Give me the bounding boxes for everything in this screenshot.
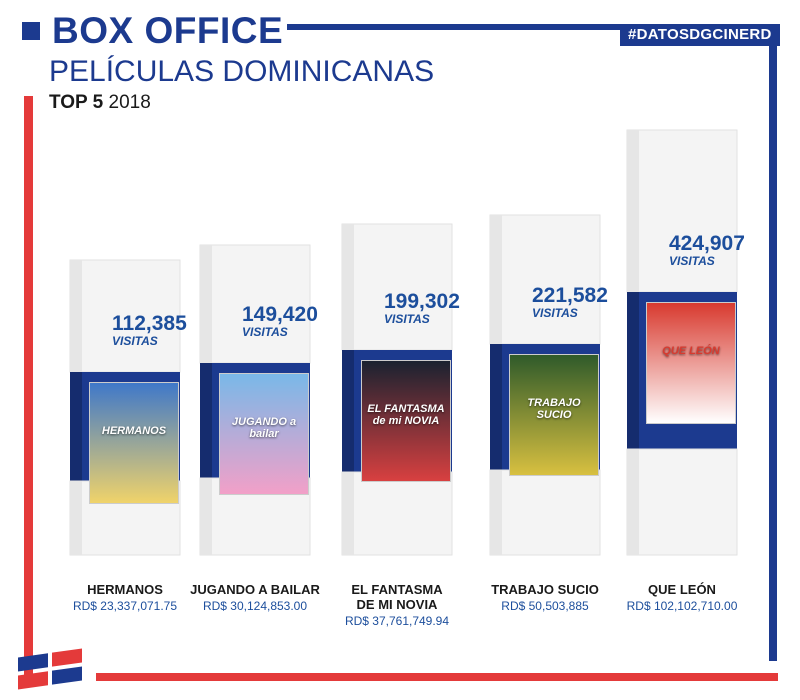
visits-unit: VISITAS [532, 306, 578, 320]
pillar-shade [627, 130, 639, 292]
visits-number: 199,302 [384, 290, 460, 313]
poster-title: JUGANDO a bailar [231, 416, 297, 440]
poster-title: HERMANOS [101, 425, 167, 437]
movie-title-line: JUGANDO A BAILAR [190, 582, 320, 597]
visits-number: 112,385 [112, 312, 187, 335]
pillar-shade [342, 224, 354, 350]
movie-poster-1: JUGANDO a bailar [219, 373, 309, 495]
pillar-shade [70, 372, 82, 481]
frame-top-line [287, 24, 777, 30]
movie-title-line: HERMANOS [87, 582, 163, 597]
movie-poster-3: TRABAJO SUCIO [509, 354, 599, 476]
corner-square [22, 22, 40, 40]
dominican-flag-icon [18, 648, 82, 690]
frame-right-line [769, 24, 777, 661]
visits-unit: VISITAS [112, 334, 158, 348]
movie-poster-4: QUE LEÓN [646, 302, 736, 424]
revenue-0: RD$ 23,337,071.75 [72, 599, 178, 613]
pillar-shade [200, 478, 212, 555]
visits-unit: VISITAS [242, 325, 288, 339]
movie-title-0: HERMANOS [50, 582, 200, 597]
page-subtitle: PELÍCULAS DOMINICANAS [49, 55, 435, 88]
visits-value-3: 221,582 VISITAS [532, 284, 608, 320]
pillar-shade [70, 260, 82, 372]
visits-value-1: 149,420 VISITAS [242, 303, 318, 339]
pillar-shade [200, 245, 212, 363]
visits-value-0: 112,385 VISITAS [112, 312, 187, 348]
pillar-top-segment [341, 223, 453, 351]
pillar-shade [200, 363, 212, 478]
revenue-2: RD$ 37,761,749.94 [344, 614, 450, 628]
movie-title-line: QUE LEÓN [648, 582, 716, 597]
visits-value-4: 424,907 VISITAS [669, 232, 745, 268]
pillar-shade [342, 472, 354, 555]
visits-value-2: 199,302 VISITAS [384, 290, 460, 326]
hashtag-badge: #DATOSDGCINERD [620, 24, 780, 46]
pillar-base-segment [489, 469, 601, 556]
movie-title-3: TRABAJO SUCIO [470, 582, 620, 597]
year-label: 2018 [108, 92, 151, 113]
poster-title: TRABAJO SUCIO [527, 397, 581, 421]
movie-title-line: TRABAJO SUCIO [491, 582, 599, 597]
pillar-top-segment [489, 214, 601, 345]
pillar-base-segment [626, 448, 738, 556]
top-label: TOP 5 [49, 92, 104, 113]
revenue-1: RD$ 30,124,853.00 [202, 599, 308, 613]
movie-title-line: EL FANTASMA [351, 582, 443, 597]
pillar-shade [490, 344, 502, 470]
ranking-label: TOP 5 2018 [49, 92, 151, 114]
movie-title-line: DE MI NOVIA [356, 597, 438, 612]
revenue-3: RD$ 50,503,885 [501, 599, 589, 613]
movie-poster-0: HERMANOS [89, 382, 179, 504]
visits-unit: VISITAS [384, 312, 430, 326]
visits-number: 424,907 [669, 232, 745, 255]
movie-title-2: EL FANTASMA DE MI NOVIA [322, 582, 472, 612]
pillar-shade [627, 449, 639, 555]
movie-poster-2: EL FANTASMA de mi NOVIA [361, 360, 451, 482]
poster-title: QUE LEÓN [662, 345, 720, 357]
pillar-shade [490, 470, 502, 555]
movie-title-1: JUGANDO A BAILAR [180, 582, 330, 597]
pillar-shade [70, 481, 82, 555]
frame-bottom-line [96, 673, 778, 681]
pillar-shade [627, 292, 639, 449]
frame-left-line [24, 96, 33, 681]
revenue-4: RD$ 102,102,710.00 [626, 599, 738, 613]
visits-unit: VISITAS [669, 254, 715, 268]
page-title: BOX OFFICE [52, 10, 284, 51]
visits-number: 149,420 [242, 303, 318, 326]
movie-title-4: QUE LEÓN [607, 582, 757, 597]
pillar-base-segment [341, 471, 453, 556]
pillar-shade [490, 215, 502, 344]
poster-title: EL FANTASMA de mi NOVIA [367, 403, 445, 427]
pillar-shade [342, 350, 354, 472]
visits-number: 221,582 [532, 284, 608, 307]
